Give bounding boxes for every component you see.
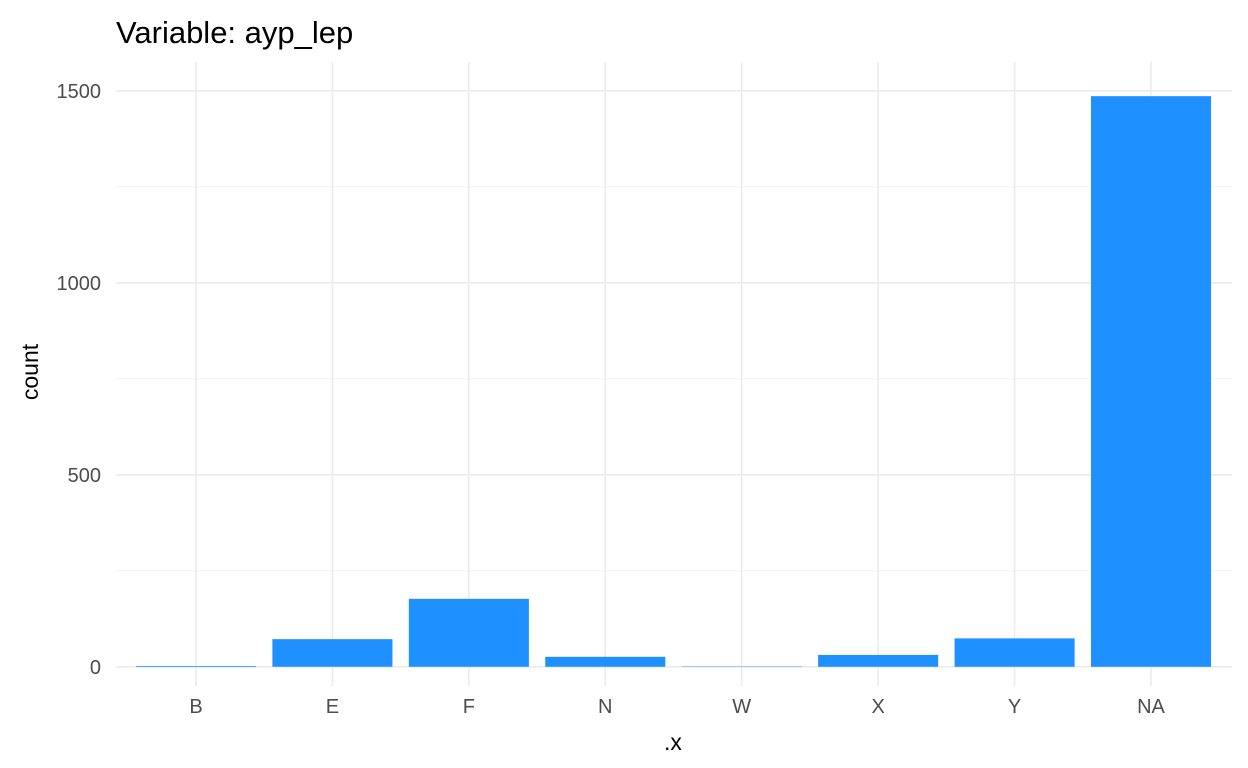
y-tick-label: 0 [90,657,101,679]
y-axis-title: count [17,343,43,400]
x-tick-label: W [732,696,751,718]
x-tick-label: B [189,696,202,718]
x-tick-label: NA [1137,696,1165,718]
x-axis-title: .x [664,729,682,755]
bar [408,598,529,667]
y-tick-label: 1500 [57,81,102,103]
y-tick-label: 1000 [57,273,102,295]
bar [1090,96,1212,667]
chart-title: Variable: ayp_lep [116,15,353,50]
x-tick-label: Y [1008,696,1021,718]
y-axis-ticks: 0 500 1000 1500 [57,81,102,679]
bar [272,639,393,667]
grid [116,62,1232,686]
x-tick-label: N [598,696,612,718]
x-tick-label: E [326,696,339,718]
y-tick-label: 500 [68,465,101,487]
x-axis-ticks: B E F N W X Y NA [189,696,1165,718]
x-tick-label: X [871,696,884,718]
bar [545,656,666,667]
bar [954,638,1075,667]
bar [818,654,939,667]
bars [135,96,1212,667]
bar [135,666,257,667]
x-tick-label: F [463,696,475,718]
